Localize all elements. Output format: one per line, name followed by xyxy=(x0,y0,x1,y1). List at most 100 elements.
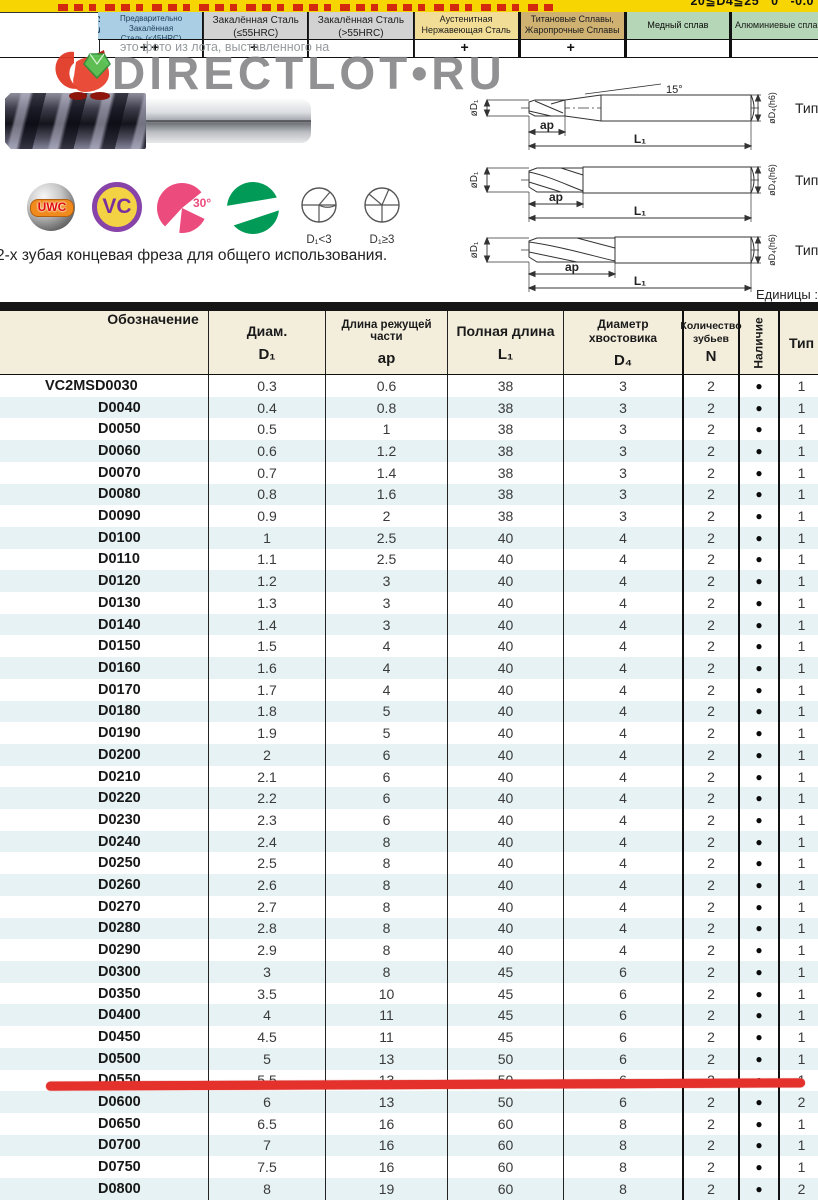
svg-text:L₁: L₁ xyxy=(634,204,646,218)
material-col-hardened-55: Закалённая Сталь (≤55HRC) + xyxy=(203,12,309,57)
table-row: D0750 7.5 16 60 8 2 ● 1 xyxy=(0,1156,818,1179)
cell-d1: 6 xyxy=(208,1091,325,1113)
material-label: Жаропрочные Сплавы xyxy=(524,25,620,36)
cell-ap: 1.4 xyxy=(325,461,447,484)
cell-type: 1 xyxy=(778,505,818,527)
cell-type: 1 xyxy=(778,765,818,788)
table-row: D0600 6 13 50 6 2 ● 2 xyxy=(0,1091,818,1113)
cell-l1: 45 xyxy=(447,1004,563,1027)
flute-section-small-icon xyxy=(301,187,337,223)
watermark-note: это фото из лота, выставленного на xyxy=(120,40,330,54)
cell-l1: 40 xyxy=(447,657,563,679)
cell-designation: D0240 xyxy=(98,833,141,850)
material-col-titanium: Титановые Сплавы, Жаропрочные Сплавы + xyxy=(518,12,625,57)
cell-d1: 1.5 xyxy=(208,635,325,658)
svg-text:ap: ap xyxy=(540,118,554,132)
cell-availability: ● xyxy=(738,483,778,506)
cell-availability: ● xyxy=(738,678,778,701)
cell-availability: ● xyxy=(738,657,778,679)
cell-designation: D0130 xyxy=(98,594,141,611)
cell-type: 1 xyxy=(778,526,818,549)
cell-type: 2 xyxy=(778,1091,818,1113)
cell-availability: ● xyxy=(738,1156,778,1179)
cell-designation: D0260 xyxy=(98,877,141,894)
cell-d1: 1.6 xyxy=(208,657,325,679)
cell-d1: 2.4 xyxy=(208,830,325,853)
table-row: D0040 0.4 0.8 38 3 2 ● 1 xyxy=(0,396,818,419)
cell-d4: 4 xyxy=(563,592,682,614)
cell-designation: D0450 xyxy=(98,1028,141,1045)
cell-designation: D0170 xyxy=(98,681,141,698)
table-row: D0300 3 8 45 6 2 ● 1 xyxy=(0,960,818,983)
cell-designation: D0350 xyxy=(98,985,141,1002)
cell-ap: 11 xyxy=(325,1026,447,1048)
table-row: D0700 7 16 60 8 2 ● 1 xyxy=(0,1134,818,1157)
svg-text:øD₁: øD₁ xyxy=(469,171,480,188)
cell-d1: 0.4 xyxy=(208,396,325,419)
cropped-red-title-marks xyxy=(58,4,558,11)
cell-d4: 4 xyxy=(563,830,682,853)
cell-d4: 4 xyxy=(563,678,682,701)
cell-d4: 4 xyxy=(563,657,682,679)
cell-type: 1 xyxy=(778,592,818,614)
cell-availability: ● xyxy=(738,613,778,636)
cell-d1: 2.9 xyxy=(208,939,325,961)
svg-text:øD₁: øD₁ xyxy=(469,241,480,258)
cell-designation: D0190 xyxy=(98,725,141,742)
cell-availability: ● xyxy=(738,526,778,549)
cell-l1: 40 xyxy=(447,570,563,593)
cell-d1: 1.1 xyxy=(208,548,325,571)
cell-designation: D0700 xyxy=(98,1137,141,1154)
svg-text:15°: 15° xyxy=(666,84,683,96)
table-row: D0160 1.6 4 40 4 2 ● 1 xyxy=(0,657,818,679)
table-row: D0080 0.8 1.6 38 3 2 ● 1 xyxy=(0,483,818,506)
cell-type: 1 xyxy=(778,722,818,744)
cell-d1: 0.7 xyxy=(208,461,325,484)
cell-n: 2 xyxy=(682,765,738,788)
cell-d4: 6 xyxy=(563,960,682,983)
cell-availability: ● xyxy=(738,1178,778,1200)
cell-designation: D0210 xyxy=(98,768,141,785)
cell-n: 2 xyxy=(682,440,738,462)
cell-type: 1 xyxy=(778,960,818,983)
cell-n: 2 xyxy=(682,1004,738,1027)
cell-designation: D0400 xyxy=(98,1007,141,1024)
cell-d1: 0.9 xyxy=(208,505,325,527)
cell-d4: 3 xyxy=(563,375,682,397)
cell-ap: 8 xyxy=(325,852,447,875)
suitability-mark: ++ xyxy=(100,40,203,57)
material-col-prehardened-steel: Предварительно Закалённая Сталь (≤45HRC)… xyxy=(99,12,204,57)
material-label: (≤55HRC) xyxy=(233,27,279,39)
cell-availability: ● xyxy=(738,1004,778,1027)
material-label: Титановые Сплавы, xyxy=(530,14,614,24)
table-row: D0650 6.5 16 60 8 2 ● 1 xyxy=(0,1112,818,1135)
material-col-hardened-over55: Закалённая Сталь (>55HRC) xyxy=(308,12,414,57)
cell-designation: D0160 xyxy=(98,659,141,676)
cell-d1: 5 xyxy=(208,1047,325,1070)
cell-availability: ● xyxy=(738,960,778,983)
cell-d4: 3 xyxy=(563,396,682,419)
cell-d1: 2.5 xyxy=(208,852,325,875)
table-body: VC2MSD0030 0.3 0.6 38 3 2 ● 1 D0040 0.4 0.8 38 3 2 ● 1 D… xyxy=(0,375,818,1200)
header-teeth-count: Количество зубьев N xyxy=(680,311,742,374)
svg-text:30°: 30° xyxy=(193,196,211,210)
cell-type: 1 xyxy=(778,830,818,853)
table-row: D0190 1.9 5 40 4 2 ● 1 xyxy=(0,722,818,744)
cell-availability: ● xyxy=(738,765,778,788)
cell-l1: 38 xyxy=(447,440,563,462)
cell-d1: 1 xyxy=(208,526,325,549)
cell-d4: 4 xyxy=(563,895,682,918)
cell-d4: 6 xyxy=(563,1091,682,1113)
cell-d1: 8 xyxy=(208,1178,325,1200)
cell-d1: 2.8 xyxy=(208,917,325,940)
cell-d4: 8 xyxy=(563,1156,682,1179)
cell-d1: 0.5 xyxy=(208,418,325,441)
material-label: Закалённая Сталь xyxy=(212,15,299,26)
cell-l1: 45 xyxy=(447,982,563,1005)
cell-d1: 2.1 xyxy=(208,765,325,788)
cell-n: 2 xyxy=(682,375,738,397)
cell-n: 2 xyxy=(682,852,738,875)
cell-d4: 8 xyxy=(563,1134,682,1157)
cell-n: 2 xyxy=(682,722,738,744)
cell-d4: 4 xyxy=(563,722,682,744)
